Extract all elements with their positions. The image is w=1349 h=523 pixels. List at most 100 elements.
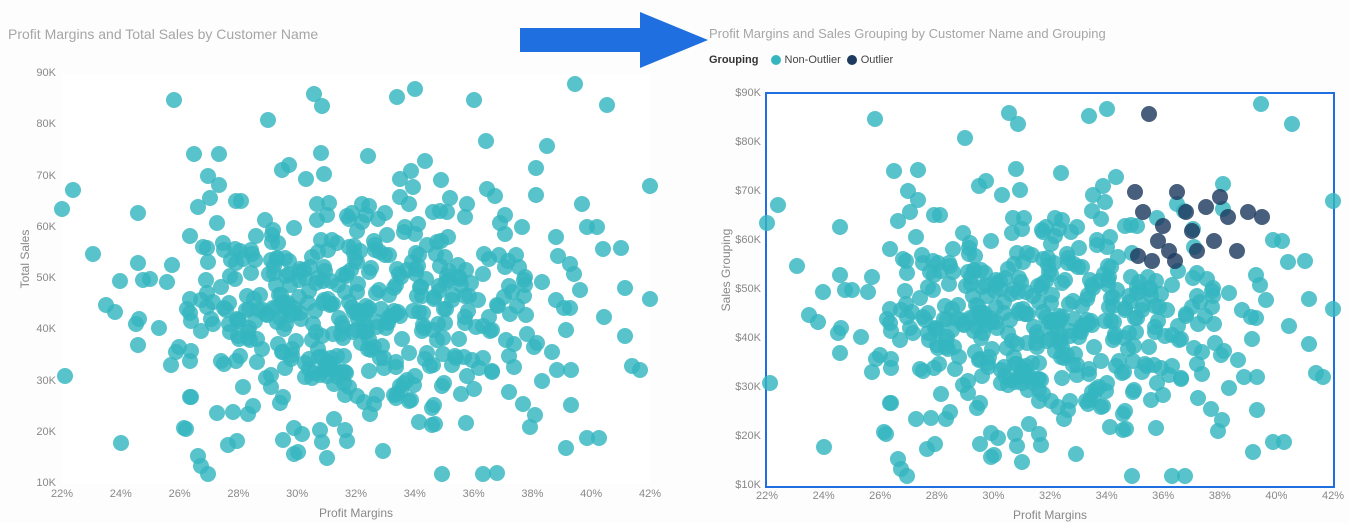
data-point[interactable] — [534, 274, 550, 290]
data-point[interactable] — [458, 415, 474, 431]
data-point[interactable] — [232, 348, 248, 364]
data-point[interactable] — [544, 344, 560, 360]
data-point[interactable] — [1099, 101, 1115, 117]
data-point[interactable] — [1081, 108, 1097, 124]
data-point[interactable] — [339, 265, 355, 281]
data-point[interactable] — [617, 280, 633, 296]
data-point[interactable] — [481, 251, 497, 267]
data-point[interactable] — [1173, 370, 1189, 386]
data-point[interactable] — [457, 315, 473, 331]
data-point[interactable] — [1014, 454, 1030, 470]
data-point[interactable] — [130, 205, 146, 221]
data-point[interactable] — [304, 370, 320, 386]
data-point[interactable] — [942, 404, 958, 420]
data-point[interactable] — [572, 282, 588, 298]
data-point[interactable] — [277, 250, 293, 266]
data-point-outlier[interactable] — [1254, 209, 1270, 225]
data-point[interactable] — [528, 187, 544, 203]
data-point[interactable] — [900, 183, 916, 199]
data-point[interactable] — [228, 193, 244, 209]
data-point[interactable] — [358, 207, 374, 223]
data-point[interactable] — [882, 241, 898, 257]
data-point[interactable] — [556, 300, 572, 316]
data-point-outlier[interactable] — [1135, 204, 1151, 220]
data-point[interactable] — [466, 92, 482, 108]
data-point[interactable] — [596, 309, 612, 325]
data-point[interactable] — [1134, 302, 1150, 318]
data-point[interactable] — [276, 321, 292, 337]
data-point[interactable] — [1281, 318, 1297, 334]
data-point[interactable] — [198, 272, 214, 288]
data-point[interactable] — [1060, 402, 1076, 418]
data-point[interactable] — [470, 292, 486, 308]
data-point[interactable] — [589, 219, 605, 235]
data-point[interactable] — [320, 291, 336, 307]
data-point[interactable] — [389, 89, 405, 105]
data-point[interactable] — [482, 323, 498, 339]
data-point[interactable] — [1189, 356, 1205, 372]
data-point[interactable] — [426, 397, 442, 413]
data-point[interactable] — [904, 304, 920, 320]
data-point[interactable] — [599, 97, 615, 113]
data-point[interactable] — [1069, 219, 1085, 235]
data-point[interactable] — [868, 351, 884, 367]
data-point[interactable] — [193, 458, 209, 474]
data-point[interactable] — [314, 328, 330, 344]
data-point[interactable] — [961, 246, 977, 262]
data-point[interactable] — [334, 364, 350, 380]
data-point[interactable] — [310, 244, 326, 260]
data-point[interactable] — [973, 262, 989, 278]
data-point[interactable] — [516, 288, 532, 304]
data-point[interactable] — [232, 243, 248, 259]
data-point[interactable] — [451, 331, 467, 347]
data-point[interactable] — [933, 386, 949, 402]
data-point[interactable] — [405, 303, 421, 319]
data-point[interactable] — [815, 284, 831, 300]
data-point[interactable] — [375, 443, 391, 459]
data-point[interactable] — [260, 112, 276, 128]
data-point[interactable] — [1178, 306, 1194, 322]
data-point[interactable] — [292, 261, 308, 277]
data-point[interactable] — [534, 373, 550, 389]
data-point[interactable] — [574, 196, 590, 212]
data-point[interactable] — [249, 331, 265, 347]
data-point[interactable] — [1249, 402, 1265, 418]
data-point[interactable] — [166, 92, 182, 108]
data-point[interactable] — [401, 345, 417, 361]
data-point[interactable] — [522, 419, 538, 435]
data-point[interactable] — [200, 168, 216, 184]
data-point[interactable] — [1274, 233, 1290, 249]
data-point[interactable] — [381, 309, 397, 325]
data-point[interactable] — [430, 316, 446, 332]
data-point[interactable] — [436, 375, 452, 391]
data-point[interactable] — [983, 425, 999, 441]
data-point[interactable] — [591, 430, 607, 446]
data-point[interactable] — [484, 363, 500, 379]
data-point[interactable] — [947, 361, 963, 377]
data-point[interactable] — [151, 320, 167, 336]
data-point[interactable] — [1221, 285, 1237, 301]
data-point[interactable] — [225, 404, 241, 420]
data-point[interactable] — [882, 301, 898, 317]
data-point[interactable] — [1080, 287, 1096, 303]
data-point[interactable] — [361, 363, 377, 379]
data-point[interactable] — [1010, 284, 1026, 300]
data-point[interactable] — [563, 397, 579, 413]
data-point[interactable] — [893, 461, 909, 477]
data-point[interactable] — [319, 354, 335, 370]
data-point[interactable] — [908, 411, 924, 427]
data-point[interactable] — [1074, 318, 1090, 334]
data-point[interactable] — [613, 240, 629, 256]
data-point[interactable] — [897, 283, 913, 299]
data-point[interactable] — [910, 162, 926, 178]
data-point[interactable] — [931, 356, 947, 372]
data-point[interactable] — [759, 215, 775, 231]
data-point[interactable] — [377, 205, 393, 221]
data-point[interactable] — [209, 405, 225, 421]
data-point[interactable] — [595, 241, 611, 257]
data-point[interactable] — [833, 320, 849, 336]
data-point[interactable] — [1297, 253, 1313, 269]
data-point[interactable] — [1252, 277, 1268, 293]
data-point[interactable] — [946, 339, 962, 355]
data-point[interactable] — [251, 302, 267, 318]
